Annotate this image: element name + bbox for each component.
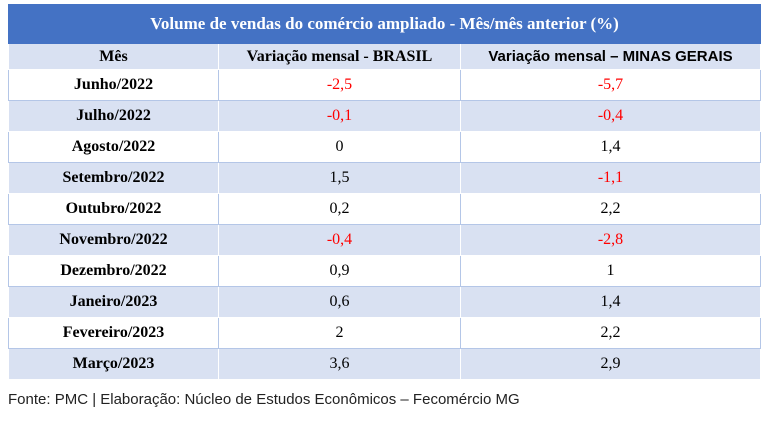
table-title: Volume de vendas do comércio ampliado - … (7, 4, 762, 44)
month-cell: Setembro/2022 (8, 162, 219, 194)
table-row: Outubro/2022 0,2 2,2 (8, 193, 762, 225)
value-cell: 2,2 (459, 193, 762, 225)
value-cell: 2,2 (459, 317, 762, 349)
value-cell: -0,4 (459, 100, 762, 132)
header-cell: Variação mensal - BRASIL (218, 43, 461, 70)
value-cell: 2 (218, 317, 461, 349)
month-cell: Novembro/2022 (8, 224, 219, 256)
value-cell: 1,4 (459, 131, 762, 163)
value-cell: 3,6 (218, 348, 461, 380)
value-cell: -2,8 (459, 224, 762, 256)
month-cell: Outubro/2022 (8, 193, 219, 225)
table-body: Junho/2022 -2,5 -5,7 Julho/2022 -0,1 -0,4 Agos… (8, 69, 762, 380)
month-cell: Dezembro/2022 (8, 255, 219, 287)
month-cell: Janeiro/2023 (8, 286, 219, 318)
value-cell: 0 (218, 131, 461, 163)
value-cell: 0,9 (218, 255, 461, 287)
value-cell: 1,4 (459, 286, 762, 318)
value-cell: -2,5 (218, 69, 461, 101)
value-cell: 0,6 (218, 286, 461, 318)
table-row: Janeiro/2023 0,6 1,4 (8, 286, 762, 318)
value-cell: -0,1 (218, 100, 461, 132)
table-row: Novembro/2022 -0,4 -2,8 (8, 224, 762, 256)
sales-table: Volume de vendas do comércio ampliado - … (7, 4, 762, 380)
table-row: Junho/2022 -2,5 -5,7 (8, 69, 762, 101)
header-cell: Mês (8, 43, 219, 70)
value-cell: 2,9 (459, 348, 762, 380)
table-row: Dezembro/2022 0,9 1 (8, 255, 762, 287)
table-head: Volume de vendas do comércio ampliado - … (7, 4, 762, 70)
value-cell: -0,4 (218, 224, 461, 256)
value-cell: 0,2 (218, 193, 461, 225)
value-cell: -1,1 (459, 162, 762, 194)
table-row: Agosto/2022 0 1,4 (8, 131, 762, 163)
month-cell: Fevereiro/2023 (8, 317, 219, 349)
table-row: Setembro/2022 1,5 -1,1 (8, 162, 762, 194)
source-note: Fonte: PMC | Elaboração: Núcleo de Estud… (8, 391, 520, 408)
header-row: Mês Variação mensal - BRASIL Variação me… (8, 43, 762, 70)
month-cell: Junho/2022 (8, 69, 219, 101)
title-row: Volume de vendas do comércio ampliado - … (7, 4, 762, 44)
table-row: Julho/2022 -0,1 -0,4 (8, 100, 762, 132)
table-row: Fevereiro/2023 2 2,2 (8, 317, 762, 349)
month-cell: Julho/2022 (8, 100, 219, 132)
value-cell: -5,7 (459, 69, 762, 101)
value-cell: 1,5 (218, 162, 461, 194)
header-cell: Variação mensal – MINAS GERAIS (459, 43, 762, 70)
value-cell: 1 (459, 255, 762, 287)
month-cell: Março/2023 (8, 348, 219, 380)
table-row: Março/2023 3,6 2,9 (8, 348, 762, 380)
table-wrap: Volume de vendas do comércio ampliado - … (7, 4, 762, 380)
month-cell: Agosto/2022 (8, 131, 219, 163)
